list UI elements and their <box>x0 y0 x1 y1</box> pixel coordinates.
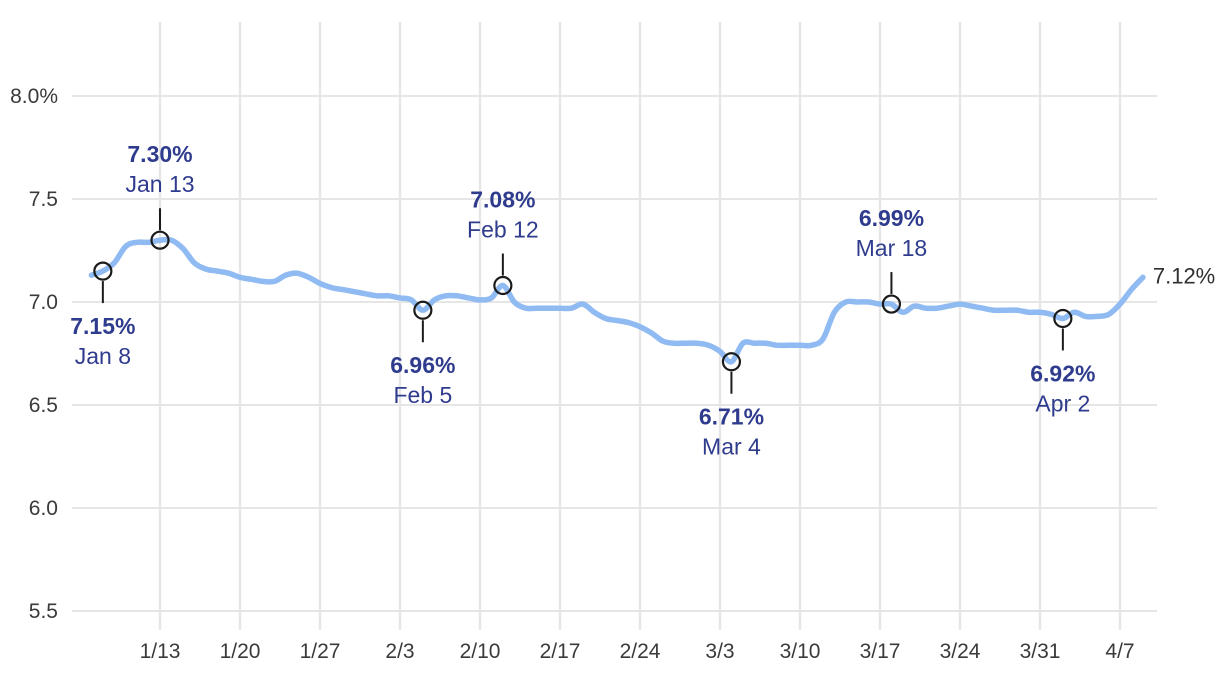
annotation-date-label: Apr 2 <box>1035 390 1090 416</box>
x-tick-label: 3/24 <box>940 640 981 663</box>
annotation-date-label: Jan 8 <box>75 343 131 369</box>
annotation-date-label: Mar 4 <box>702 434 761 460</box>
annotation-value-label: 6.92% <box>1030 360 1095 386</box>
y-tick-label: 5.5 <box>29 600 58 623</box>
annotation-marker-dot <box>150 230 170 250</box>
annotation-date-label: Jan 13 <box>125 171 194 197</box>
annotation-value-label: 6.99% <box>859 205 924 231</box>
x-tick-label: 2/17 <box>540 640 581 663</box>
annotation-value-label: 7.30% <box>127 141 192 167</box>
annotation-value-label: 6.71% <box>699 404 764 430</box>
annotation-date-label: Mar 18 <box>856 235 928 261</box>
x-tick-label: 2/24 <box>620 640 661 663</box>
annotation-value-label: 7.15% <box>70 313 135 339</box>
rate-line <box>88 236 1146 365</box>
x-tick-label: 3/10 <box>780 640 821 663</box>
x-tick-label: 1/27 <box>300 640 341 663</box>
x-tick-label: 3/17 <box>860 640 901 663</box>
x-tick-label: 1/13 <box>140 640 181 663</box>
annotation-marker-dot <box>493 275 513 296</box>
y-tick-label: 6.5 <box>29 394 58 417</box>
x-tick-label: 3/3 <box>705 640 734 663</box>
x-tick-label: 2/3 <box>385 640 414 663</box>
y-tick-label: 6.0 <box>29 497 58 520</box>
end-value-label: 7.12% <box>1153 263 1215 288</box>
annotation-marker-dot <box>413 300 433 320</box>
annotation-marker-dot <box>721 352 742 372</box>
y-tick-label: 8.0% <box>10 85 58 108</box>
x-tick-label: 4/7 <box>1105 640 1134 663</box>
x-tick-label: 2/10 <box>460 640 501 663</box>
annotation-value-label: 6.96% <box>390 352 455 378</box>
x-tick-label: 1/20 <box>220 640 261 663</box>
y-tick-label: 7.5 <box>29 188 58 211</box>
y-tick-label: 7.0 <box>29 291 58 314</box>
annotation-marker-dot <box>1053 308 1073 329</box>
annotation-date-label: Feb 12 <box>467 217 539 243</box>
annotation-marker-dot <box>881 294 902 314</box>
x-tick-label: 3/31 <box>1020 640 1061 663</box>
annotation-marker-dot <box>93 261 113 281</box>
annotation-date-label: Feb 5 <box>393 382 452 408</box>
annotation-value-label: 7.08% <box>470 187 535 213</box>
